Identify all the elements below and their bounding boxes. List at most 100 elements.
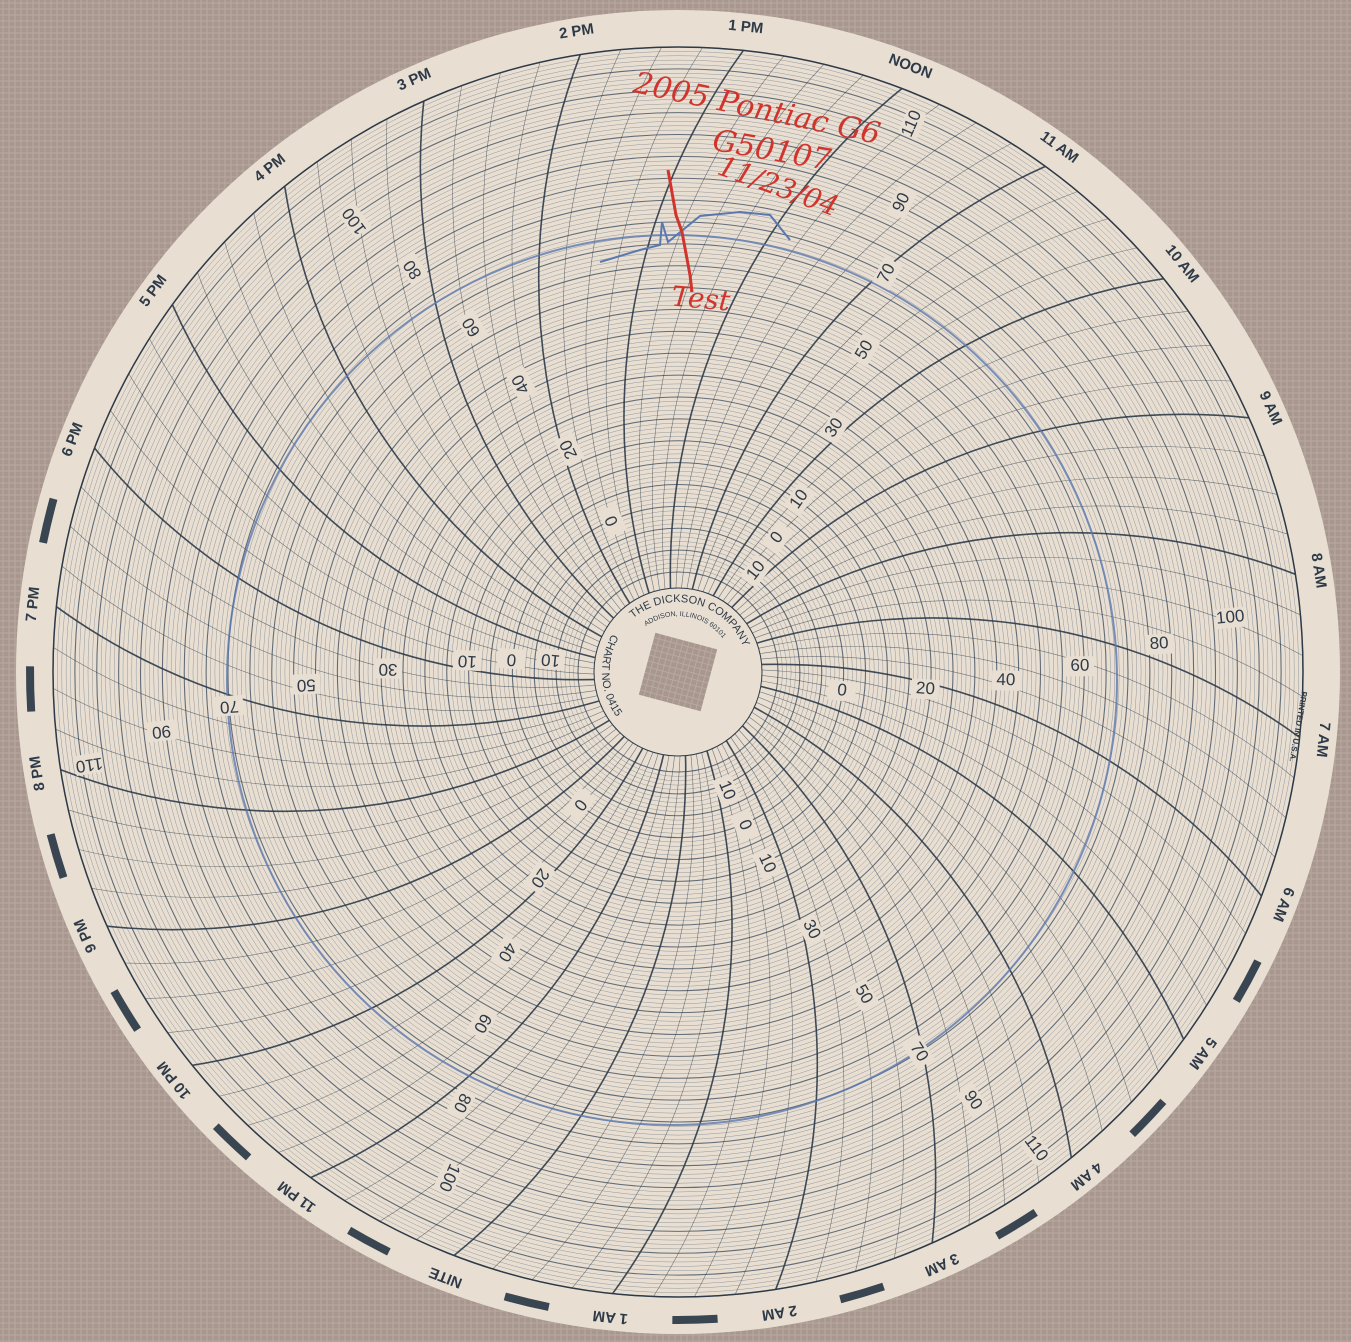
ring xyxy=(79,73,1277,1271)
ring xyxy=(188,182,1168,1162)
label-backing xyxy=(535,647,566,671)
scale-label: 110 xyxy=(74,753,104,776)
time-line xyxy=(677,671,1159,1072)
ring xyxy=(542,536,814,808)
label-backing xyxy=(751,846,782,881)
ring xyxy=(324,318,1032,1026)
time-line xyxy=(669,87,903,673)
ring xyxy=(507,501,849,843)
ring xyxy=(105,99,1251,1245)
label-backing xyxy=(506,366,537,401)
ring xyxy=(205,199,1151,1145)
time-line xyxy=(677,671,1207,1006)
label-backing xyxy=(847,977,879,1012)
ring xyxy=(114,108,1242,1236)
ring xyxy=(555,549,801,795)
time-line xyxy=(55,671,679,787)
ring xyxy=(424,418,932,926)
label-backing xyxy=(397,252,430,287)
time-line xyxy=(571,671,717,1289)
ring xyxy=(310,304,1046,1040)
ring xyxy=(319,313,1037,1031)
ring xyxy=(153,147,1203,1197)
time-line xyxy=(677,476,1278,673)
night-band xyxy=(839,1282,885,1304)
hour-label: 2 AM xyxy=(761,1301,799,1323)
time-line xyxy=(171,304,679,673)
time-line xyxy=(677,218,1109,673)
time-line xyxy=(677,143,1012,673)
ring xyxy=(214,208,1142,1136)
ring xyxy=(157,151,1199,1193)
ring xyxy=(161,155,1195,1189)
scale-label: 50 xyxy=(296,675,316,695)
ring xyxy=(135,129,1221,1215)
time-line xyxy=(623,49,744,673)
ring xyxy=(254,248,1102,1096)
ring xyxy=(551,545,805,799)
ring xyxy=(520,514,836,830)
time-line xyxy=(78,671,679,868)
ring xyxy=(411,405,945,939)
night-band xyxy=(110,989,141,1032)
night-band xyxy=(503,1292,550,1311)
label-backing xyxy=(496,647,527,670)
time-line xyxy=(677,671,771,1297)
ring xyxy=(407,401,949,943)
ring xyxy=(65,59,1291,1285)
ring xyxy=(538,532,818,812)
time-line xyxy=(124,671,679,964)
time-line xyxy=(677,446,1265,673)
night-band xyxy=(212,1123,252,1161)
label-backing xyxy=(897,107,927,141)
scale-label: 0 xyxy=(836,680,848,700)
time-line xyxy=(677,671,845,1282)
time-line xyxy=(677,413,1250,673)
ring xyxy=(74,68,1282,1276)
time-line xyxy=(677,247,1138,673)
ring xyxy=(219,213,1137,1131)
time-line xyxy=(677,671,937,1244)
ring xyxy=(197,191,1159,1153)
ring xyxy=(437,431,919,913)
ring xyxy=(183,177,1173,1167)
label-backing xyxy=(1215,606,1246,630)
ring xyxy=(236,230,1120,1114)
time-line xyxy=(677,191,1078,673)
ring xyxy=(533,527,823,817)
time-line xyxy=(677,663,1263,897)
hour-label: 8 AM xyxy=(1307,552,1329,590)
time-line xyxy=(452,85,679,673)
ring xyxy=(210,204,1146,1140)
label-backing xyxy=(446,1085,477,1120)
label-backing xyxy=(910,678,941,701)
time-line xyxy=(492,671,694,1270)
ring xyxy=(511,505,845,839)
time-line xyxy=(386,118,679,673)
time-line xyxy=(68,671,679,839)
label-backing xyxy=(739,553,773,588)
time-line xyxy=(310,671,679,1179)
label-backing xyxy=(902,1035,935,1070)
label-backing xyxy=(761,520,794,556)
label-backing xyxy=(597,503,628,538)
ring xyxy=(464,458,892,886)
ring xyxy=(302,296,1054,1048)
label-backing xyxy=(563,787,597,822)
ring xyxy=(61,55,1295,1289)
time-line xyxy=(80,486,679,688)
label-backing xyxy=(452,649,482,672)
ring xyxy=(516,510,840,834)
label-backing xyxy=(795,912,827,947)
time-line xyxy=(61,565,679,711)
ring xyxy=(192,186,1164,1158)
label-backing xyxy=(466,1005,498,1041)
time-line xyxy=(53,647,679,745)
ring xyxy=(100,94,1256,1250)
pen-trace-spike xyxy=(599,210,791,263)
ring xyxy=(372,366,984,978)
label-backing xyxy=(456,309,488,344)
night-band xyxy=(1129,1098,1167,1138)
label-backing xyxy=(1144,633,1174,655)
time-line xyxy=(677,345,1211,673)
